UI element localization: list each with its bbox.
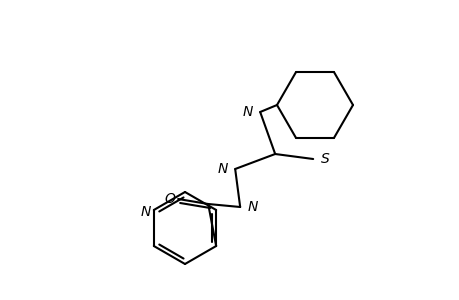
Text: O: O bbox=[164, 192, 175, 206]
Text: N: N bbox=[217, 162, 228, 176]
Text: N: N bbox=[242, 105, 252, 119]
Text: N: N bbox=[140, 205, 151, 219]
Text: N: N bbox=[246, 200, 257, 214]
Text: S: S bbox=[320, 152, 329, 166]
